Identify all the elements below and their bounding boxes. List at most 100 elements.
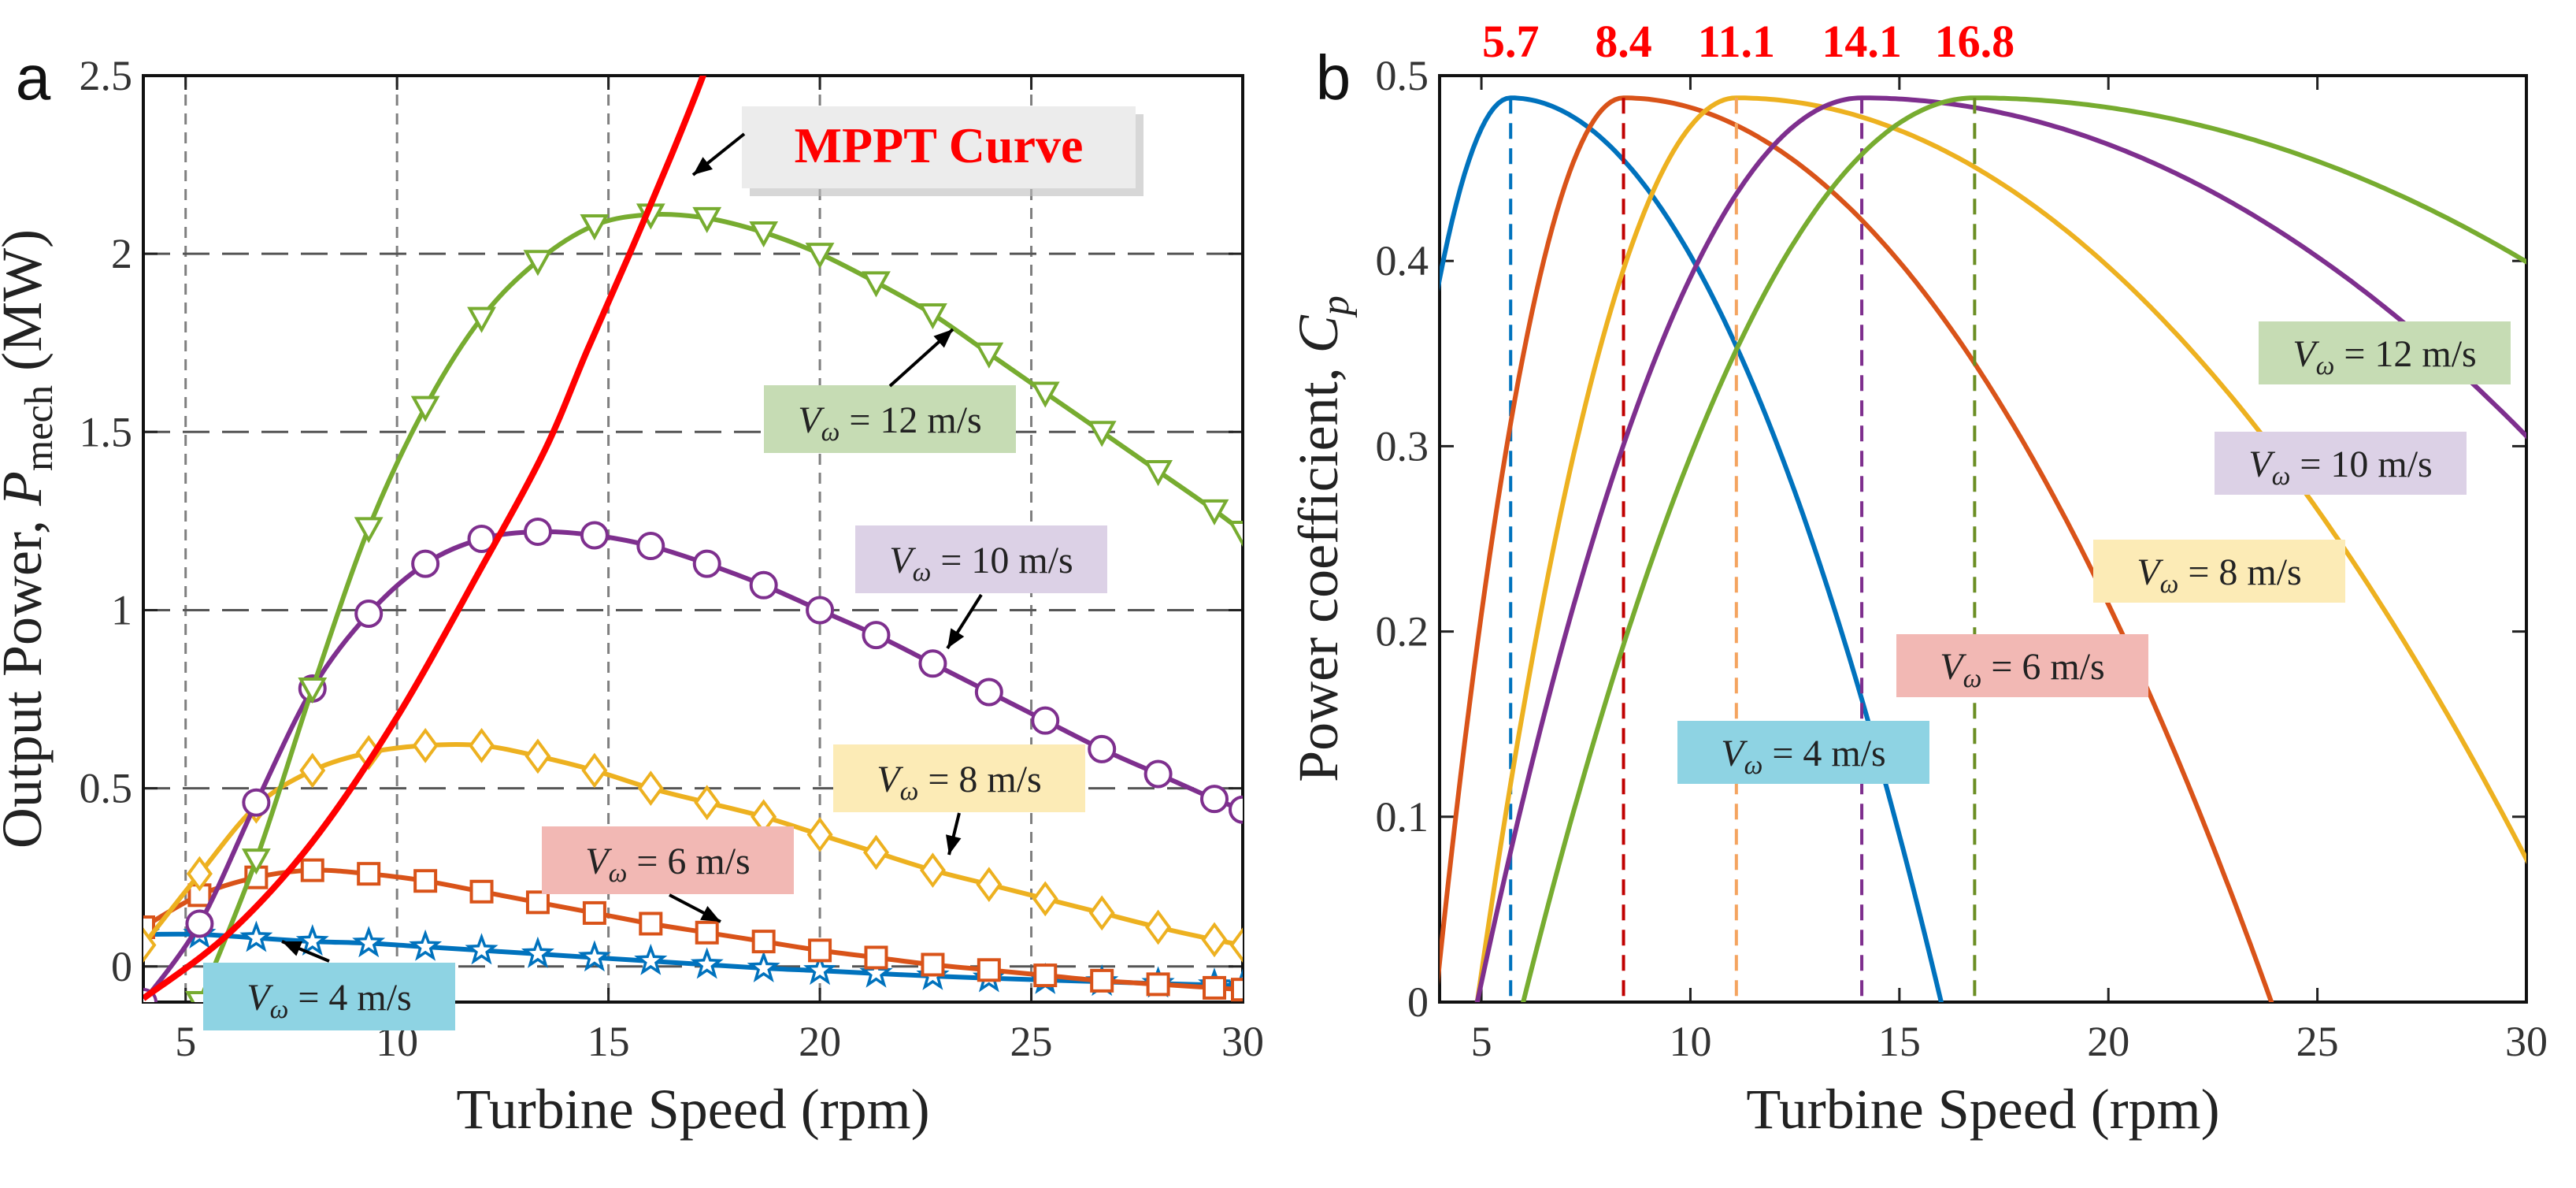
cp-curve xyxy=(1474,95,2526,1002)
annotation-box xyxy=(1896,634,2148,697)
annotation-box xyxy=(855,525,1107,593)
data-point xyxy=(469,879,494,904)
data-point xyxy=(803,953,837,986)
x-tick-label: 5 xyxy=(1471,1018,1492,1065)
speed-annotation: Vω = 12 m/s xyxy=(764,328,1016,453)
x-tick-label: 20 xyxy=(799,1018,841,1065)
plot-area-b xyxy=(1440,95,2526,1002)
data-point xyxy=(523,250,553,277)
annotation-box xyxy=(2215,432,2467,495)
data-point xyxy=(1146,972,1170,997)
annotation-box xyxy=(203,963,455,1030)
arrow-head xyxy=(947,628,965,648)
data-point xyxy=(352,926,386,958)
x-tick-label: 25 xyxy=(2296,1018,2339,1065)
data-point xyxy=(694,785,721,821)
data-point xyxy=(1031,706,1060,735)
data-point xyxy=(751,930,776,954)
data-point xyxy=(1203,975,1227,1000)
annotation-arrow xyxy=(888,328,954,388)
annotation-label: Vω = 12 m/s xyxy=(2292,333,2476,381)
data-point xyxy=(580,521,609,550)
data-point xyxy=(749,221,779,248)
annotation-arrow xyxy=(946,593,983,650)
data-point xyxy=(862,621,891,650)
data-point xyxy=(467,306,496,333)
data-point xyxy=(859,956,893,988)
x-tick-label: 30 xyxy=(2505,1018,2548,1065)
data-point xyxy=(581,752,608,789)
data-point xyxy=(1090,968,1114,993)
data-point xyxy=(974,342,1004,369)
data-point xyxy=(577,940,611,972)
arrow-head xyxy=(282,941,302,956)
data-point xyxy=(639,911,663,936)
panel-letter: b xyxy=(1316,43,1351,113)
annotation-box xyxy=(833,744,1085,812)
x-axis-label: Turbine Speed (rpm) xyxy=(456,1078,929,1141)
data-point xyxy=(806,817,833,852)
series-line xyxy=(197,211,1243,1002)
mppt-label-box xyxy=(742,106,1136,188)
data-point xyxy=(921,952,945,977)
panel-letter: a xyxy=(16,43,51,113)
data-point xyxy=(749,570,778,600)
y-tick-label: 1.5 xyxy=(80,408,133,455)
arrow-head xyxy=(700,906,721,922)
cp-curve xyxy=(1521,95,2526,1002)
data-point xyxy=(413,869,438,893)
data-point xyxy=(411,549,440,578)
data-point xyxy=(692,206,722,234)
annotation-label: Vω = 8 m/s xyxy=(2137,551,2301,599)
data-point xyxy=(1145,909,1172,945)
annotation-label: Vω = 4 m/s xyxy=(1721,733,1885,780)
data-point xyxy=(143,927,157,963)
data-point xyxy=(806,596,835,625)
x-tick-label: 20 xyxy=(2087,1018,2129,1065)
y-tick-label: 2 xyxy=(111,230,132,277)
data-point xyxy=(919,852,946,889)
plot-frame xyxy=(1438,74,2528,1004)
y-tick-label: 1 xyxy=(111,586,132,633)
arrow-head xyxy=(933,329,953,348)
annotation-label: Vω = 12 m/s xyxy=(798,399,981,447)
data-point xyxy=(1201,922,1228,958)
data-point xyxy=(862,271,891,298)
x-tick-label: 30 xyxy=(1221,1018,1264,1065)
data-point xyxy=(239,920,273,952)
data-point xyxy=(295,923,329,956)
annotation-label: Vω = 10 m/s xyxy=(889,540,1073,587)
arrow-head xyxy=(693,157,713,175)
annotation-box xyxy=(542,826,794,894)
data-point xyxy=(634,943,668,975)
panel-b: 5 10 15 20 25 30 0 0.1 0.2 0.3 0.4 0.5 Turbine Speed… xyxy=(1287,16,2548,1141)
peak-speed-label: 14.1 xyxy=(1822,16,1902,67)
data-point xyxy=(864,945,888,970)
annotation-label: Vω = 4 m/s xyxy=(246,977,411,1024)
x-tick-label: 15 xyxy=(1878,1018,1921,1065)
data-point xyxy=(242,788,271,817)
y-tick-label: 0.1 xyxy=(1376,793,1429,841)
data-point xyxy=(357,862,381,886)
data-point xyxy=(918,649,947,678)
speed-annotation: Vω = 4 m/s xyxy=(203,940,455,1030)
data-point xyxy=(1229,927,1243,963)
data-point xyxy=(300,858,324,882)
data-point xyxy=(521,936,554,968)
y-tick-label: 0.5 xyxy=(80,765,133,812)
y-axis-label: Power coefficient, Cp xyxy=(1287,295,1357,782)
annotation-box xyxy=(2259,321,2511,384)
y-axis-label: Output Power, Pmech (MW) xyxy=(0,229,61,848)
data-point xyxy=(695,920,719,945)
speed-annotation: Vω = 12 m/s xyxy=(2259,321,2511,384)
data-point xyxy=(637,770,664,806)
annotation-arrow xyxy=(669,893,721,923)
data-point xyxy=(1032,881,1058,917)
y-tick-label: 0 xyxy=(1407,978,1429,1026)
data-point xyxy=(185,909,214,938)
peak-speed-label: 11.1 xyxy=(1698,16,1775,67)
data-point xyxy=(918,303,947,330)
data-point xyxy=(974,678,1003,707)
annotations-a: MPPT Curve Vω = 12 m/s Vω = 10 m/s Vω = 8 m… xyxy=(203,106,1143,1030)
